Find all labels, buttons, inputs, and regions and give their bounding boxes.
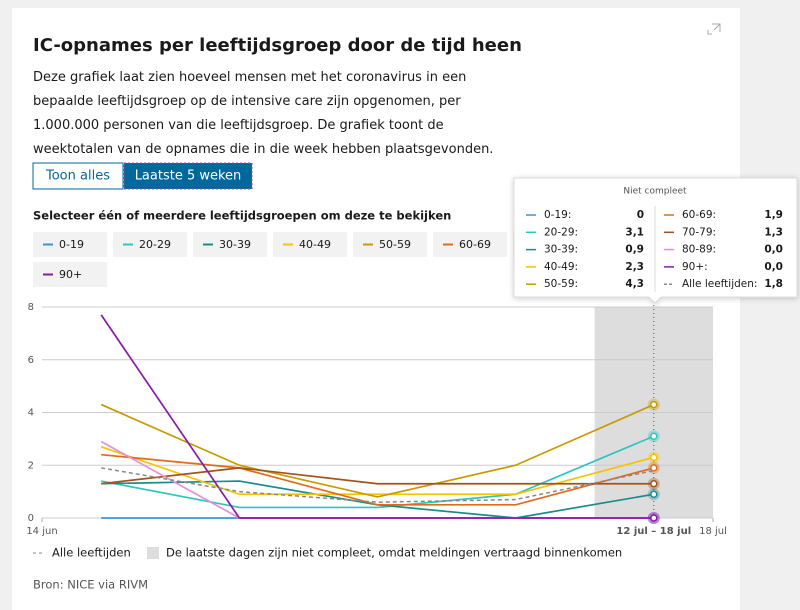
point [650,464,658,472]
tooltip-value: 0,0 [764,244,783,256]
tooltip-value: 4,3 [625,278,644,290]
legend-label[interactable]: 0-19 [59,238,84,251]
series-line [101,435,655,509]
point [650,432,658,440]
tooltip-value: 2,3 [625,261,644,273]
series-line [101,467,654,485]
y-tick-label: 8 [28,302,34,313]
point [650,479,658,488]
series-line [100,314,654,519]
tooltip-label: 90+: [682,261,708,273]
tooltip-value: 1,3 [764,226,783,238]
y-tick-label: 2 [28,460,34,471]
legend-label[interactable]: 30-39 [219,238,251,251]
note: De laatste dagen zijn niet compleet, omd… [166,546,622,560]
title: IC-opnames per leeftijdsgroep door de ti… [33,35,522,56]
y-tick-label: 4 [28,408,34,419]
tooltip-value: 0,0 [764,261,783,273]
button-label[interactable]: Toon alles [45,169,110,184]
tooltip-value: 0 [637,209,644,221]
tooltip-value: 1,9 [764,209,783,221]
legend-label[interactable]: 20-29 [139,238,171,251]
series-line [101,453,655,506]
x-tick-label: 18 jul [699,526,727,537]
button-label[interactable]: Laatste 5 weken [135,169,242,184]
tooltip-value: 0,9 [625,244,644,256]
tooltip-label: 40-49: [544,261,578,273]
button-active[interactable] [123,162,253,190]
y-tick-label: 6 [28,355,34,366]
point [650,514,658,522]
x-tick-label: 14 jun [26,526,57,537]
series-line [100,445,655,496]
select-label: Selecteer één of meerdere leeftijdsgroep… [33,209,451,223]
tooltip-label: 30-39: [544,244,578,256]
legend-label[interactable]: 40-49 [299,238,331,251]
y-tick-label: 0 [28,513,34,524]
tooltip-label: 50-59: [544,278,578,290]
point [650,400,658,409]
x-tick-label: 12 jul – 18 jul [616,526,691,537]
tooltip-label: Alle leeftijden: [682,278,757,290]
series-line [101,467,654,503]
legend-label: Alle leeftijden [52,546,131,560]
legend-label[interactable]: 90+ [59,268,82,281]
tooltip-label: 0-19: [544,209,571,221]
series-line [100,403,655,498]
legend-label[interactable]: 60-69 [459,238,491,251]
tooltip-label: 70-79: [682,226,716,238]
expand-icon[interactable] [707,23,721,35]
legend-swatch [147,547,159,559]
button[interactable] [32,162,124,190]
tooltip-value: 1,8 [764,278,783,290]
source: Bron: NICE via RIVM [33,578,148,592]
tooltip-title: Niet compleet [623,187,687,197]
tooltip-value: 3,1 [625,226,644,238]
description: Deze grafiek laat zien hoeveel mensen me… [33,70,494,157]
tooltip-label: 60-69: [682,209,716,221]
tooltip-label: 80-89: [682,244,716,256]
legend-label[interactable]: 50-59 [379,238,411,251]
tooltip-label: 20-29: [544,226,578,238]
point [650,453,658,462]
point [650,490,658,499]
